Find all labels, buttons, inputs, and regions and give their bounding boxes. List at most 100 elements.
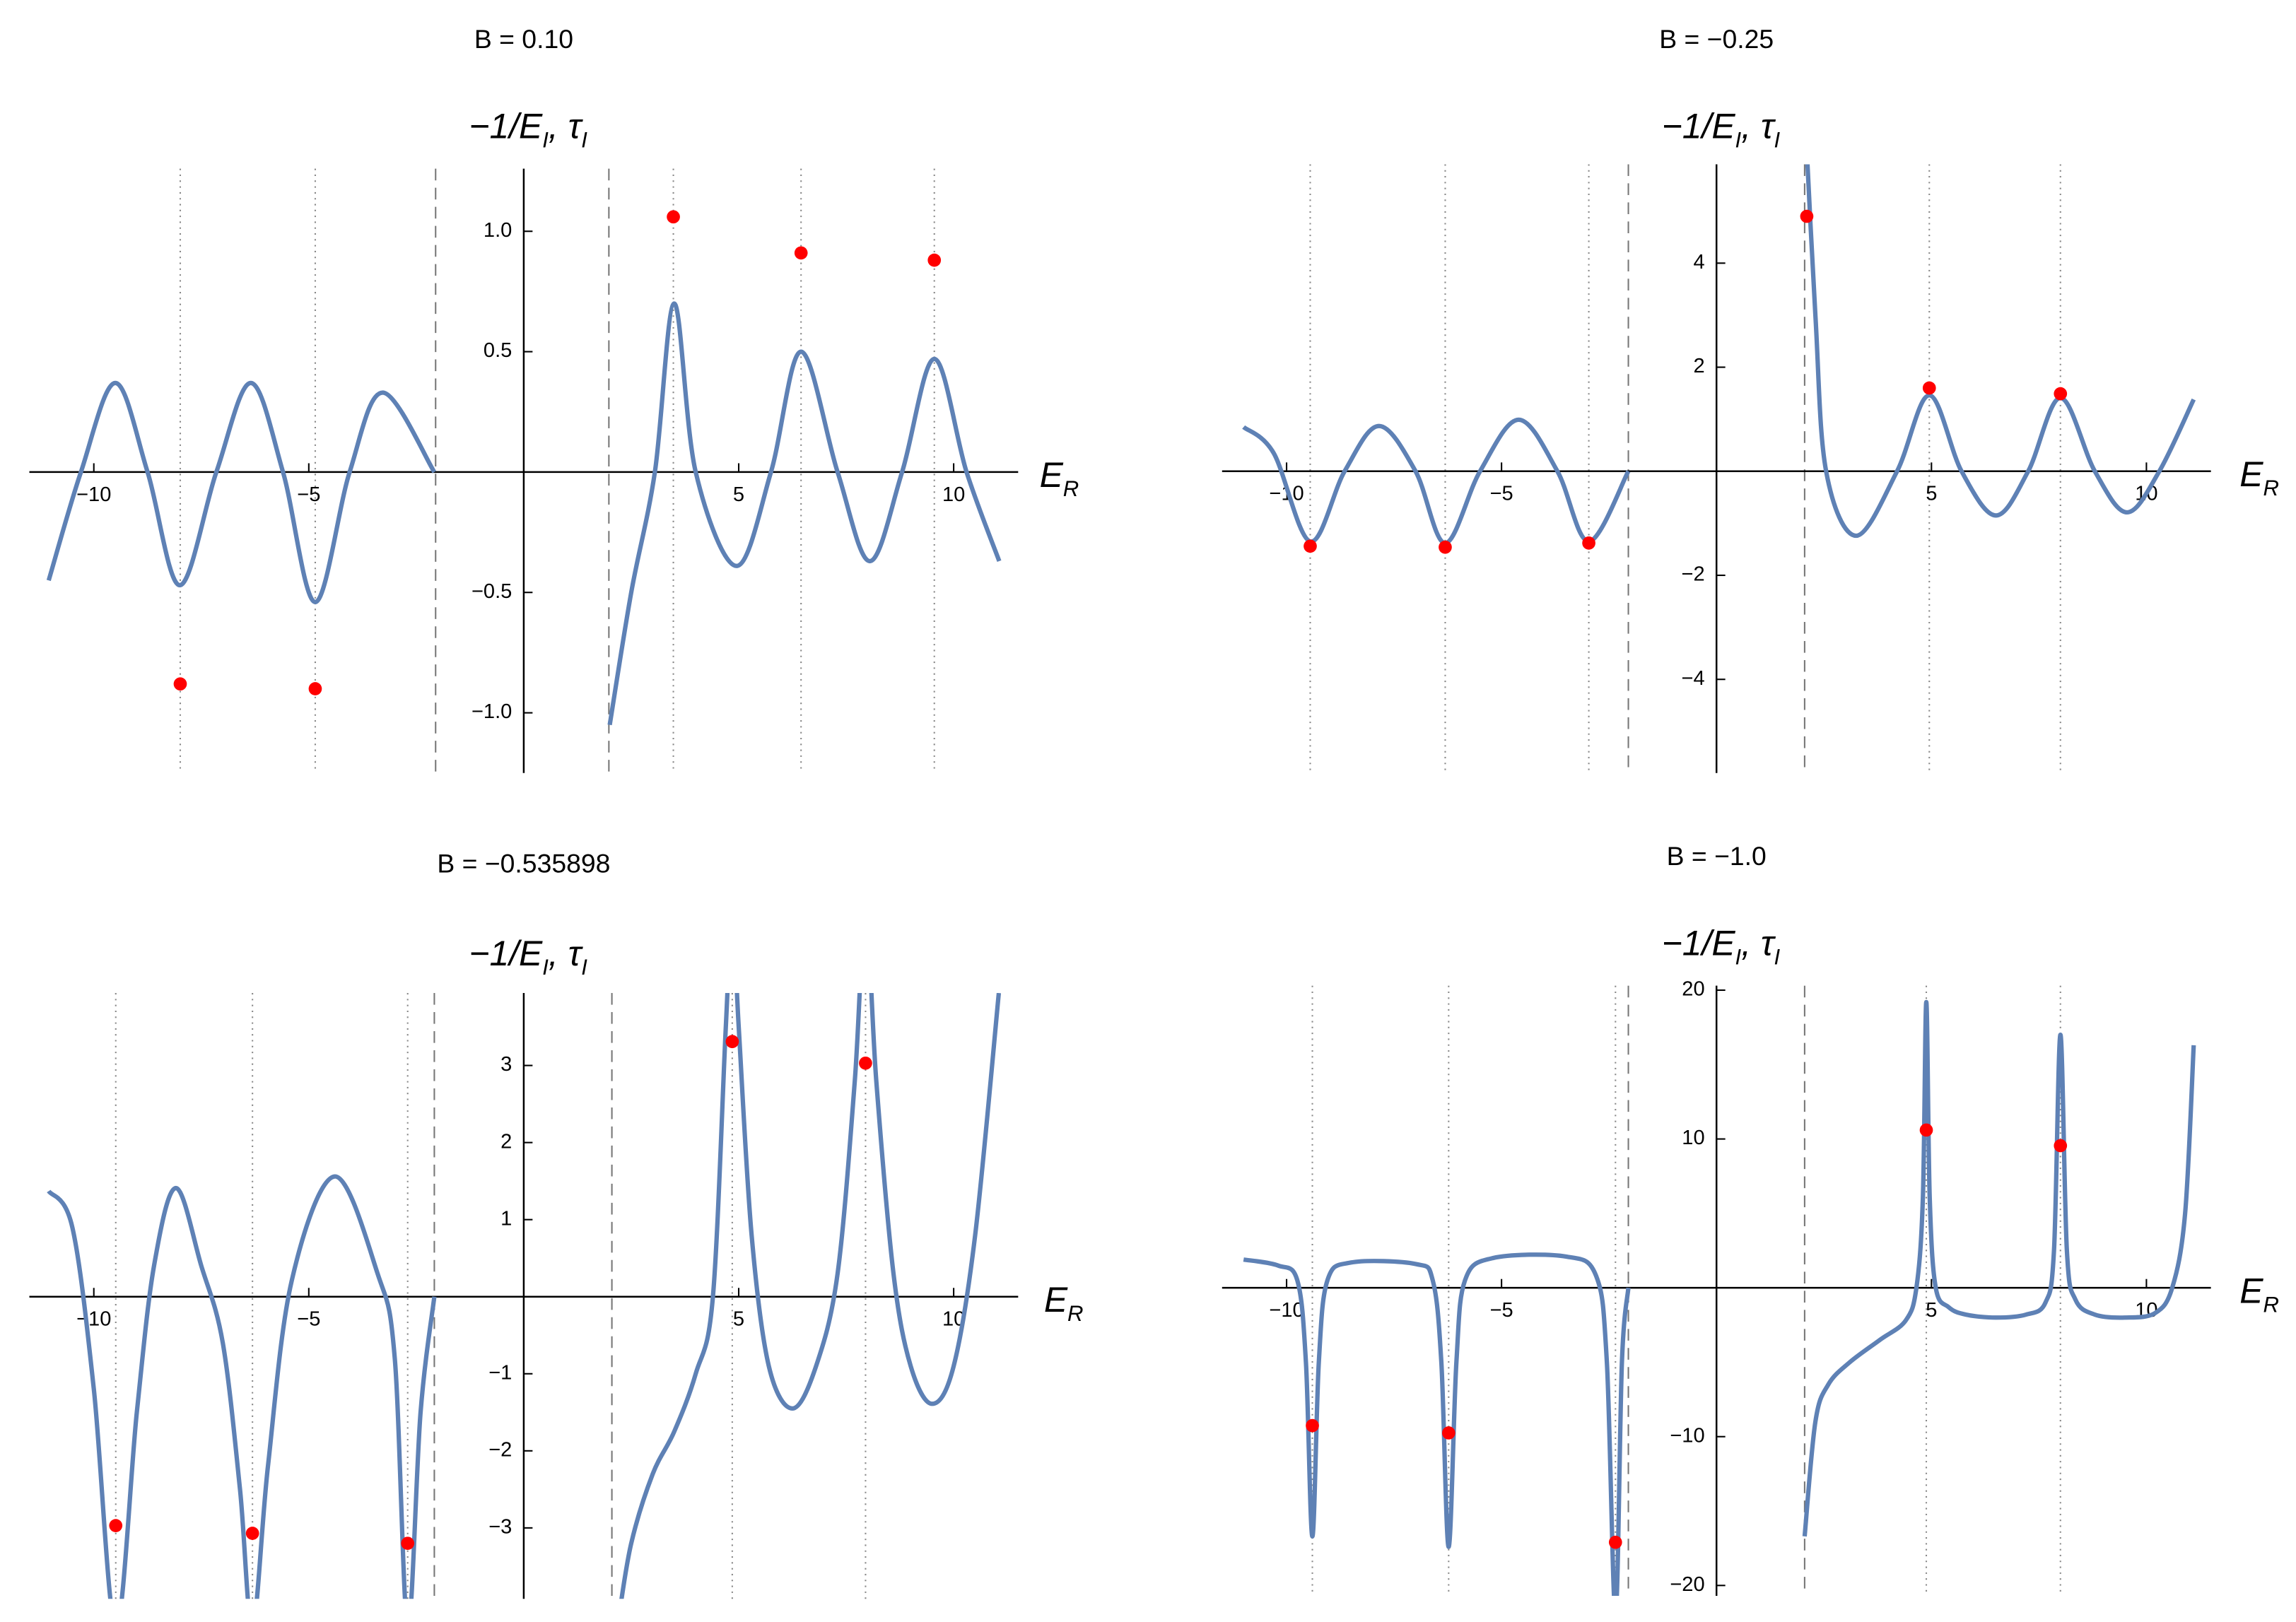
point <box>1922 381 1936 395</box>
curve <box>1243 999 2196 1597</box>
panel-title: B = −0.535898 <box>437 848 610 878</box>
y-tick-label: −3 <box>488 1516 512 1539</box>
point <box>1608 1535 1622 1549</box>
y-tick-label: −4 <box>1681 667 1704 690</box>
y-tick-label: 10 <box>1682 1127 1704 1149</box>
y-tick-label: 20 <box>1682 978 1704 1001</box>
y-axis-label: −1/EI, τI <box>469 107 587 153</box>
y-label-part: , τ <box>549 934 584 973</box>
x-label-part: E <box>2239 454 2263 494</box>
y-label-part: −1/E <box>469 934 543 973</box>
point <box>927 253 942 267</box>
y-axis-label: −1/EI, τI <box>1662 924 1781 970</box>
y-label-part: I <box>1774 944 1781 969</box>
panel-title: B = 0.10 <box>474 24 573 54</box>
point <box>794 246 808 260</box>
y-tick-label: 2 <box>500 1130 512 1153</box>
point <box>1304 539 1317 553</box>
x-tick-label: 5 <box>1926 1299 1937 1322</box>
point <box>109 1519 123 1532</box>
x-axis-label: ER <box>1040 455 1079 501</box>
y-tick-label: −1.0 <box>472 700 512 723</box>
point <box>725 1035 739 1049</box>
point <box>859 1056 872 1070</box>
y-axis-label: −1/EI, τI <box>1662 107 1781 153</box>
x-label-part: E <box>1044 1280 1068 1320</box>
x-axis-label: ER <box>1044 1280 1084 1326</box>
y-label-part: I <box>1735 944 1742 969</box>
y-label-part: I <box>581 127 587 152</box>
curve <box>46 301 1002 726</box>
y-label-part: −1/E <box>1662 107 1736 146</box>
x-axis-label: ER <box>2239 1271 2279 1317</box>
panel-title: B = −0.25 <box>1659 24 1774 54</box>
y-label-part: I <box>581 955 587 980</box>
point <box>2054 1139 2068 1153</box>
y-label-part: I <box>542 955 549 980</box>
y-tick-label: −0.5 <box>472 580 512 603</box>
y-tick-label: −20 <box>1670 1573 1704 1596</box>
point <box>308 682 322 695</box>
point <box>245 1527 259 1540</box>
y-label-part: I <box>1774 127 1781 152</box>
curve <box>1242 164 2196 546</box>
point <box>1441 1426 1456 1440</box>
y-label-part: I <box>1735 127 1742 152</box>
point <box>667 210 680 224</box>
point <box>1306 1418 1319 1433</box>
x-tick-label: 10 <box>942 483 965 506</box>
plot-area <box>46 210 1002 726</box>
point <box>173 677 187 691</box>
x-label-part: E <box>1040 455 1064 495</box>
panel-title: B = −1.0 <box>1667 841 1767 871</box>
x-tick-label: −10 <box>1269 1299 1304 1322</box>
point <box>1800 209 1814 223</box>
x-tick-label: −5 <box>1490 1299 1513 1322</box>
y-tick-label: 1 <box>500 1207 512 1230</box>
x-tick-label: −5 <box>297 483 320 506</box>
x-tick-label: 5 <box>733 1308 744 1331</box>
point <box>1919 1123 1933 1137</box>
y-label-part: −1/E <box>469 107 543 146</box>
y-label-part: , τ <box>549 107 584 146</box>
y-label-part: I <box>542 127 549 152</box>
y-tick-label: 3 <box>500 1053 512 1076</box>
point <box>1439 540 1452 554</box>
x-tick-label: 5 <box>1926 483 1937 505</box>
y-tick-label: −2 <box>1681 563 1704 586</box>
y-label-part: −1/E <box>1662 924 1736 963</box>
y-tick-label: 2 <box>1693 355 1704 377</box>
y-tick-label: −2 <box>488 1438 512 1461</box>
curve <box>47 993 1002 1599</box>
point <box>401 1536 415 1551</box>
x-axis-label: ER <box>2239 454 2279 500</box>
y-tick-label: −1 <box>488 1361 512 1384</box>
x-label-part: R <box>2263 476 2278 500</box>
y-label-part: , τ <box>1741 107 1776 146</box>
y-tick-label: −10 <box>1670 1424 1704 1447</box>
y-tick-label: 4 <box>1693 251 1704 274</box>
y-label-part: , τ <box>1741 924 1776 963</box>
x-tick-label: −10 <box>76 483 111 506</box>
x-label-part: R <box>1063 476 1079 501</box>
point <box>2054 387 2068 401</box>
x-tick-label: 5 <box>733 483 744 506</box>
y-tick-label: 1.0 <box>484 219 512 242</box>
x-tick-label: −5 <box>1490 483 1513 505</box>
plot-area <box>1242 164 2196 554</box>
y-axis-label: −1/EI, τI <box>469 934 587 980</box>
plot-area <box>47 993 1002 1599</box>
x-label-part: R <box>2263 1292 2278 1317</box>
x-tick-label: −10 <box>76 1308 111 1331</box>
x-tick-label: −5 <box>297 1308 320 1331</box>
point <box>1582 536 1595 550</box>
x-label-part: E <box>2239 1271 2263 1311</box>
y-tick-label: 0.5 <box>484 339 512 362</box>
x-label-part: R <box>1067 1301 1083 1326</box>
